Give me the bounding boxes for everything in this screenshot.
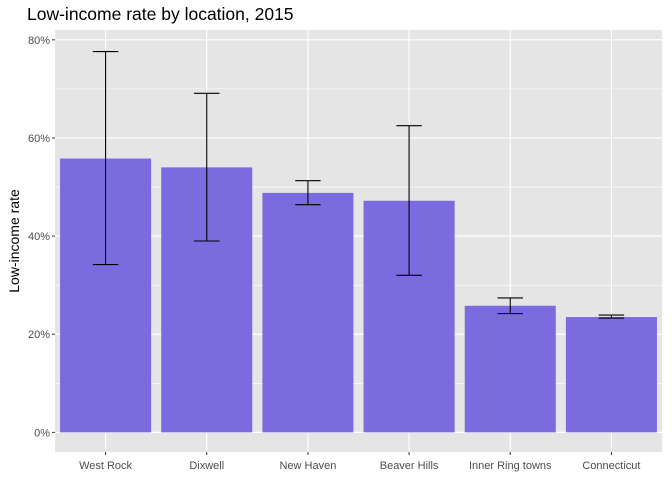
y-tick-label: 40% <box>28 231 50 243</box>
y-tick-label: 80% <box>28 35 50 47</box>
bar-connecticut <box>565 317 657 433</box>
y-tick-label: 20% <box>28 329 50 341</box>
bars <box>60 158 657 433</box>
bar-new-haven <box>262 192 354 433</box>
x-tick-label: New Haven <box>279 460 336 472</box>
x-tick-label: Connecticut <box>582 460 640 472</box>
x-axis: West Rock Dixwell New Haven Beaver Hills Inn… <box>79 452 640 472</box>
y-tick-label: 60% <box>28 133 50 145</box>
y-axis: 0% 20% 40% 60% 80% <box>28 35 55 439</box>
plot-panel <box>55 30 662 452</box>
error-bar <box>295 180 321 206</box>
x-tick-label: Beaver Hills <box>380 460 439 472</box>
error-bar <box>497 297 523 315</box>
chart-title: Low-income rate by location, 2015 <box>27 4 294 24</box>
x-tick-label: West Rock <box>79 460 132 472</box>
error-bar <box>92 51 119 266</box>
x-tick-label: Dixwell <box>189 460 224 472</box>
error-bar <box>194 92 220 242</box>
bar-inner-ring-towns <box>464 305 556 433</box>
error-bar <box>598 314 625 319</box>
y-axis-title: Low-income rate <box>6 189 22 293</box>
y-tick-label: 0% <box>34 427 50 439</box>
error-bars <box>92 51 625 319</box>
x-tick-label: Inner Ring towns <box>469 460 552 472</box>
error-bar <box>396 125 422 276</box>
